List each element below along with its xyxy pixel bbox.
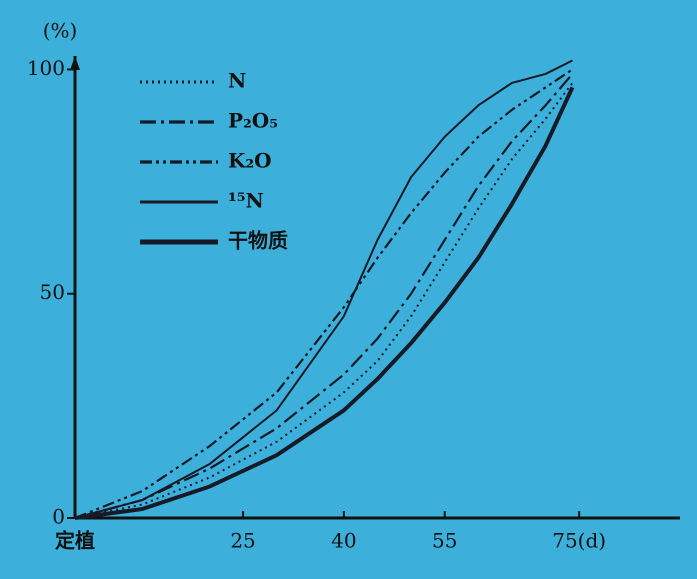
y-tick-label: 50	[40, 280, 65, 304]
legend-label: P₂O₅	[228, 109, 278, 133]
x-tick-label: 75(d)	[552, 529, 606, 553]
legend-label: N	[228, 69, 246, 93]
x-tick-label: 40	[331, 529, 356, 553]
data-line	[74, 59, 573, 519]
y-axis-arrow	[70, 56, 80, 70]
data-line	[74, 73, 574, 520]
x-tick-label: 25	[230, 529, 255, 553]
y-tick-label: 100	[27, 56, 65, 80]
y-axis-label: (%)	[43, 19, 78, 43]
legend-label: 干物质	[228, 229, 288, 253]
y-tick-label: 0	[52, 505, 65, 529]
x-tick-label: 定植	[55, 529, 95, 553]
legend-label: K₂O	[228, 149, 272, 173]
x-tick-label: 55	[432, 529, 457, 553]
data-line	[74, 86, 575, 520]
legend-label: ¹⁵N	[228, 189, 264, 213]
